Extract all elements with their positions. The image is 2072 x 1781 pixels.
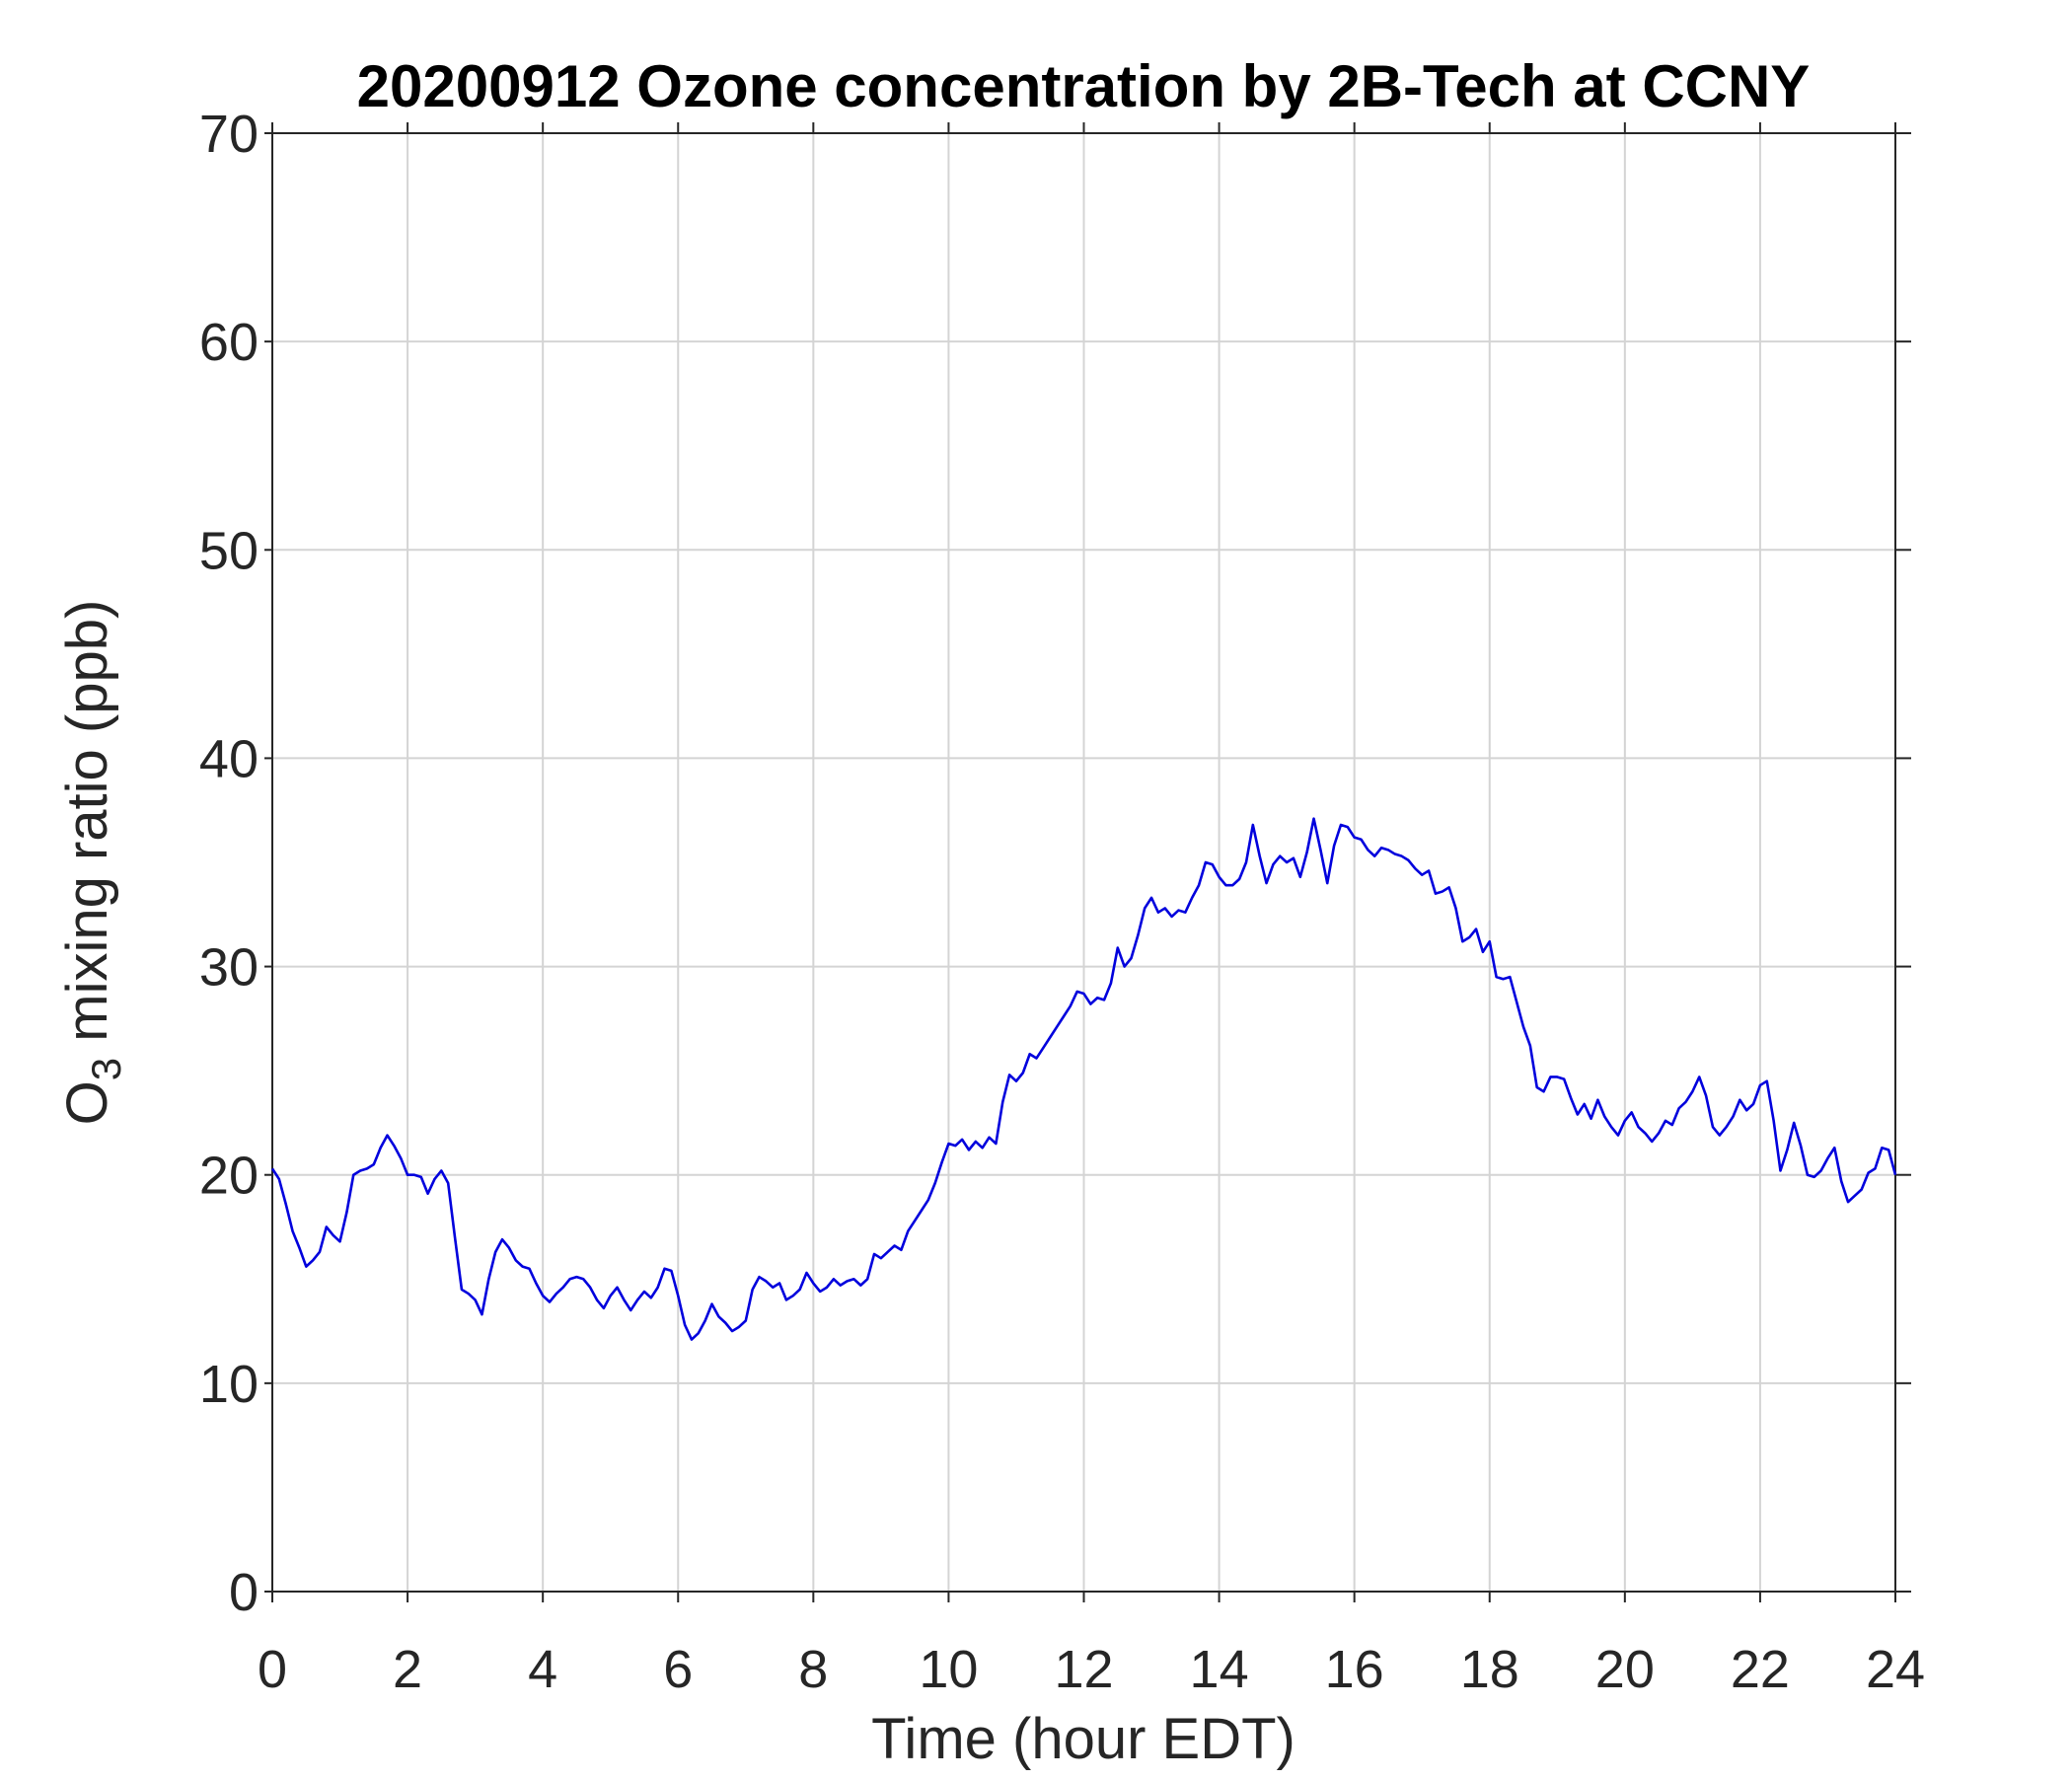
y-tick-label: 10	[199, 1355, 259, 1414]
plot-frame	[271, 132, 1896, 1593]
x-axis-label: Time (hour EDT)	[871, 1707, 1295, 1771]
y-tick-label: 60	[199, 313, 259, 372]
y-tick-label: 50	[199, 521, 259, 580]
y-tick-label: 20	[199, 1147, 259, 1206]
x-tick-label: 2	[393, 1640, 422, 1699]
x-tick-label: 22	[1731, 1640, 1790, 1699]
y-label-sub: 3	[83, 1058, 129, 1080]
x-tick-label: 20	[1595, 1640, 1655, 1699]
y-tick-label: 40	[199, 729, 259, 788]
y-label-part: mixing ratio (ppb)	[55, 600, 119, 1058]
chart-title: 20200912 Ozone concentration by 2B-Tech …	[357, 53, 1811, 119]
x-tick-label: 8	[798, 1640, 828, 1699]
x-tick-label: 14	[1190, 1640, 1249, 1699]
x-tick-label: 6	[663, 1640, 693, 1699]
x-tick-label: 4	[528, 1640, 557, 1699]
x-tick-label: 16	[1325, 1640, 1384, 1699]
y-axis-label: O3 mixing ratio (ppb)	[55, 600, 129, 1126]
data-line	[270, 817, 1897, 1341]
x-tick-label: 12	[1054, 1640, 1113, 1699]
y-label-part: O	[55, 1080, 119, 1125]
x-tick-label: 10	[919, 1640, 978, 1699]
y-tick-label: 70	[199, 105, 259, 164]
y-tick-label: 0	[229, 1563, 259, 1622]
x-tick-label: 0	[258, 1640, 287, 1699]
x-tick-label: 24	[1866, 1640, 1925, 1699]
x-tick-label: 18	[1460, 1640, 1519, 1699]
y-tick-label: 30	[199, 938, 259, 998]
